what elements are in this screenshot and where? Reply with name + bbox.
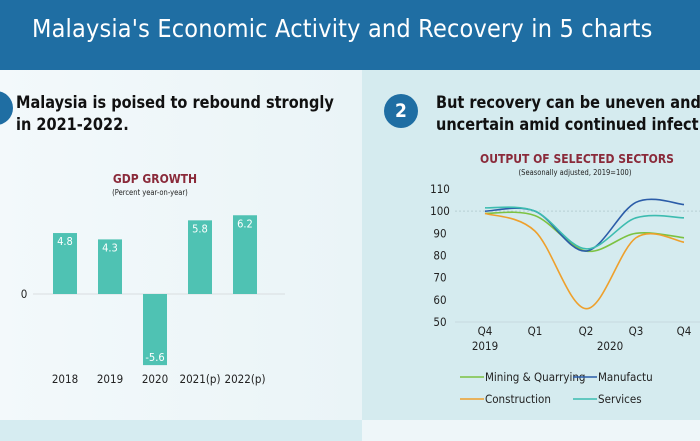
bar-2018 xyxy=(53,233,77,294)
x-tick-label: 2021(p) xyxy=(180,372,221,386)
next-panel-strip xyxy=(362,420,700,441)
panel-number-badge: 1 xyxy=(0,91,13,125)
bar-value-label: 6.2 xyxy=(237,217,253,230)
heading-line: in 2021-2022. xyxy=(16,115,129,134)
line-chart-title: OUTPUT OF SELECTED SECTORS xyxy=(480,152,674,166)
line-chart-subtitle: (Seasonally adjusted, 2019=100) xyxy=(519,168,632,177)
bar-2019 xyxy=(98,239,122,294)
x-tick-label: 2022(p) xyxy=(225,372,266,386)
y-tick-label: 90 xyxy=(433,226,446,240)
bar-chart-subtitle: (Percent year-on-year) xyxy=(112,188,188,197)
y-tick-label: 110 xyxy=(430,182,450,196)
panel-number-badge: 2 xyxy=(384,94,418,128)
bar-2021(p) xyxy=(188,220,212,294)
series-line-services xyxy=(484,206,685,250)
x-tick-label: Q1 xyxy=(528,324,543,338)
bar-value-label: 4.8 xyxy=(57,235,73,248)
legend-label: Construction xyxy=(485,392,551,406)
panel-heading: But recovery can be uneven and uncertain… xyxy=(436,92,700,136)
bar-value-label: 4.3 xyxy=(102,241,118,254)
header-banner: Malaysia's Economic Activity and Recover… xyxy=(0,0,700,70)
y-tick-label: 80 xyxy=(433,249,446,263)
x-tick-label: Q4 xyxy=(677,324,692,338)
series-line-construction xyxy=(484,212,685,310)
bar-2022(p) xyxy=(233,215,257,294)
heading-line: But recovery can be uneven and xyxy=(436,93,700,112)
series-line-mining-quarrying xyxy=(484,211,685,253)
page-title: Malaysia's Economic Activity and Recover… xyxy=(32,14,653,43)
bar-value-label: -5.6 xyxy=(145,351,164,364)
heading-line: uncertain amid continued infect xyxy=(436,115,699,134)
bar-2020 xyxy=(143,294,167,366)
x-tick-label: Q2 xyxy=(579,324,594,338)
y-tick-label: 60 xyxy=(433,293,446,307)
bar-value-label: 5.8 xyxy=(192,222,208,235)
bar-chart-title: GDP GROWTH xyxy=(113,172,197,186)
y-tick-label: 70 xyxy=(433,271,446,285)
x-tick-label: 2018 xyxy=(52,372,78,386)
legend-label: Manufactu xyxy=(598,370,653,384)
x-group-label: 2019 xyxy=(472,339,498,353)
x-tick-label: 2020 xyxy=(142,372,168,386)
x-tick-label: Q4 xyxy=(478,324,493,338)
y-tick-label: 100 xyxy=(430,204,450,218)
next-panel-strip xyxy=(0,420,362,441)
x-tick-label: Q3 xyxy=(629,324,644,338)
heading-line: Malaysia is poised to rebound strongly xyxy=(16,93,334,112)
x-tick-label: 2019 xyxy=(97,372,123,386)
y-tick-label: 50 xyxy=(433,315,446,329)
badge-number: 2 xyxy=(395,100,407,122)
x-group-label: 2020 xyxy=(597,339,623,353)
panel-sector-output xyxy=(362,70,700,420)
legend-label: Services xyxy=(598,392,642,406)
panel-heading: Malaysia is poised to rebound strongly i… xyxy=(16,92,334,136)
legend-label: Mining & Quarrying xyxy=(485,370,585,384)
y-tick-label: 0 xyxy=(21,287,28,301)
